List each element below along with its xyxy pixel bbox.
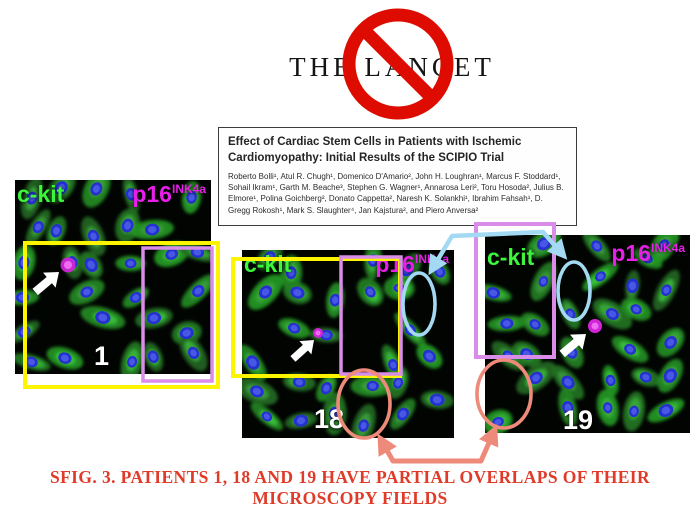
caption-line-1: SFIG. 3. PATIENTS 1, 18 AND 19 HAVE PART… [49,467,651,487]
p16-label: p16INK4a [132,183,206,206]
patient-number: 18 [314,404,345,434]
p16-label: p16INK4a [375,253,449,276]
p16-superscript: INK4a [414,252,449,266]
c-kit-label: c-kit [17,181,65,207]
p16-label: p16INK4a [611,242,685,265]
prohibition-icon [342,8,454,120]
micrograph-patient-1: c-kit p16INK4a 1 [15,180,211,374]
patient-number: 19 [563,405,594,435]
c-kit-label: c-kit [487,244,535,270]
p16-label-text: p16 [132,181,172,207]
prohibition-circle [342,8,454,120]
patient-number: 1 [94,341,110,371]
fluorescence-cells-image [242,250,454,438]
p16-superscript: INK4a [171,182,206,196]
p16-label-text: p16 [375,251,415,277]
c-kit-label: c-kit [244,251,292,277]
caption-line-2: MICROSCOPY FIELDS [252,488,448,509]
micrograph-patient-19: c-kit p16INK4a 19 [485,235,690,435]
prohibition-slash [360,26,436,102]
paper-authors: Roberto Bolli¹, Atul R. Chugh¹, Domenico… [228,171,564,215]
p16-label-text: p16 [611,240,651,266]
micrograph-patient-18: c-kit p16INK4a 18 [242,250,454,438]
figure-caption: SFIG. 3. PATIENTS 1, 18 AND 19 HAVE PART… [0,467,700,510]
paper-title: Effect of Cardiac Stem Cells in Patients… [228,136,522,165]
p16-superscript: INK4a [650,241,685,255]
paper-title-box: Effect of Cardiac Stem Cells in Patients… [218,127,577,226]
fluorescence-cells-image [15,180,211,374]
